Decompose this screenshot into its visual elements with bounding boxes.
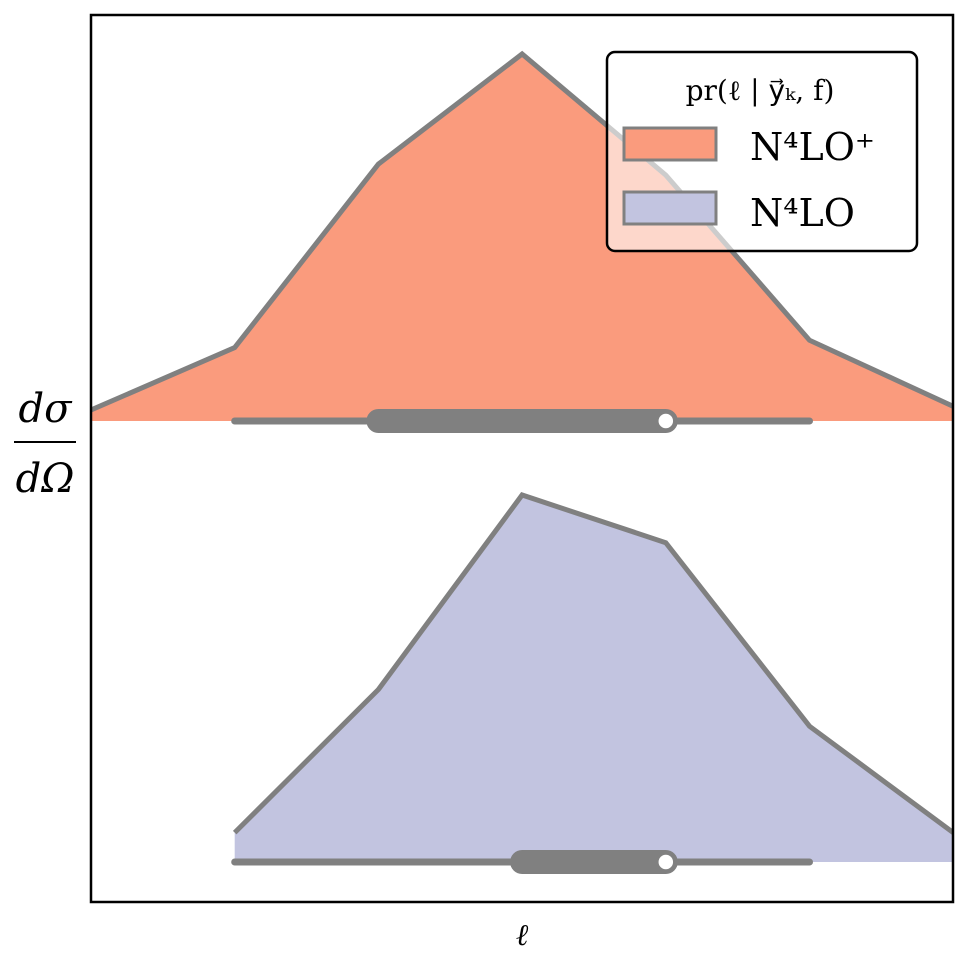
plot-frame (89, 13, 955, 904)
density-outline-n4lo (232, 492, 953, 835)
xlabel: ℓ (516, 918, 529, 953)
density-outline-n4lo-plus (91, 50, 953, 413)
legend: pr(ℓ | y⃗ₖ, f) N⁴LO⁺ N⁴LO (605, 50, 919, 253)
legend-swatch-n4lo (622, 190, 718, 226)
point-estimate-n4lo-plus (655, 410, 677, 432)
ylabel-numerator: dσ (19, 386, 74, 432)
point-estimate-n4lo (655, 851, 677, 873)
series-layer (91, 50, 953, 874)
legend-title: pr(ℓ | y⃗ₖ, f) (686, 74, 835, 107)
density-area-n4lo-plus (91, 54, 953, 421)
legend-label-n4lo: N⁴LO (750, 191, 855, 235)
ylabel-denominator: dΩ (16, 456, 75, 502)
legend-swatch-n4lo-plus (622, 126, 718, 162)
density-area-n4lo (234, 495, 953, 862)
legend-label-n4lo-plus: N⁴LO⁺ (750, 125, 875, 169)
